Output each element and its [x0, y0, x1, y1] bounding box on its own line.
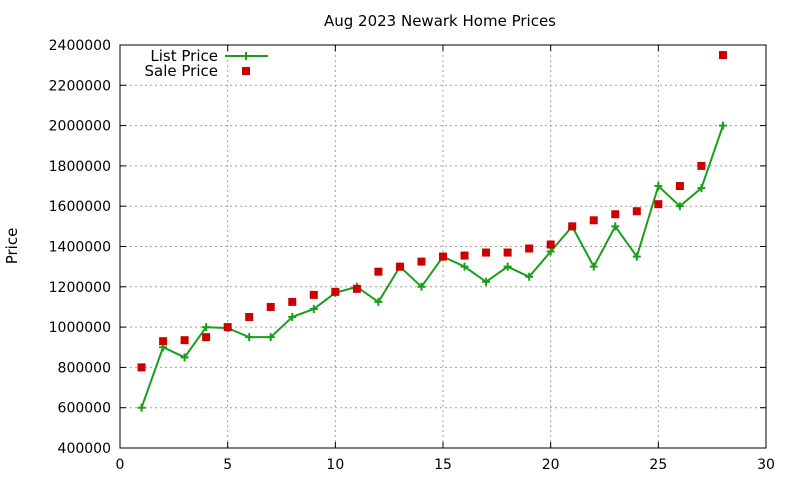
legend-marker-list-price [242, 52, 250, 60]
sale-price-point [460, 251, 469, 260]
sale-price-point [654, 200, 663, 209]
list-price-point [288, 313, 297, 322]
chart-title: Aug 2023 Newark Home Prices [324, 12, 556, 30]
sale-price-point [180, 336, 189, 345]
x-tick-label: 15 [434, 457, 452, 473]
list-price-point [654, 182, 663, 191]
sale-price-point [352, 284, 361, 293]
sale-price-point [159, 337, 168, 346]
x-tick-label: 0 [116, 457, 125, 473]
sale-price-point [417, 257, 426, 266]
y-tick-label: 1600000 [49, 199, 111, 215]
list-price-point [374, 297, 383, 306]
y-tick-label: 2200000 [49, 78, 111, 94]
list-price-point [482, 277, 491, 286]
sale-price-point [245, 313, 254, 322]
list-price-point [503, 262, 512, 271]
ticks: 0 5 10 15 20 25 30 400000 600000 800000 1000000 120… [49, 38, 775, 473]
series-layer [137, 51, 727, 412]
y-tick-label: 1400000 [49, 240, 111, 256]
legend-label-list-price: List Price [150, 47, 218, 65]
legend: List Price Sale Price [145, 47, 268, 80]
list-price-point [589, 262, 598, 271]
sale-price-point [202, 333, 211, 342]
list-price-point [632, 252, 641, 261]
x-tick-label: 5 [223, 457, 232, 473]
x-tick-label: 25 [649, 457, 667, 473]
list-price-point [460, 262, 469, 271]
sale-price-point [482, 248, 491, 257]
y-tick-label: 1800000 [49, 159, 111, 175]
list-price-point [245, 333, 254, 342]
sale-price-point [309, 290, 318, 299]
sale-price-point [568, 222, 577, 231]
y-tick-label: 600000 [58, 401, 111, 417]
list-price-point [546, 247, 555, 256]
list-price-point [611, 222, 620, 231]
y-tick-label: 2400000 [49, 38, 111, 54]
list-price-point [202, 323, 211, 332]
grid [120, 45, 766, 448]
sale-price-point [331, 287, 340, 296]
sale-price-point [374, 267, 383, 276]
list-price-point [137, 403, 146, 412]
x-tick-label: 30 [757, 457, 775, 473]
sale-price-point [137, 363, 146, 372]
x-tick-label: 10 [326, 457, 344, 473]
list-price-point [718, 121, 727, 130]
list-price-point [525, 272, 534, 281]
x-tick-label: 20 [542, 457, 560, 473]
sale-price-point [395, 262, 404, 271]
y-axis-label: Price [3, 228, 21, 265]
sale-price-point [611, 210, 620, 219]
sale-price-point [223, 323, 232, 332]
list-price-point [180, 353, 189, 362]
sale-price-point [632, 207, 641, 216]
sale-price-point [675, 182, 684, 191]
y-tick-label: 2000000 [49, 119, 111, 135]
sale-price-point [439, 252, 447, 261]
list-price-point [697, 184, 706, 193]
sale-price-point [697, 161, 706, 170]
y-tick-label: 1200000 [49, 280, 111, 296]
sale-price-point [718, 51, 727, 60]
list-price-point [266, 333, 275, 342]
sale-price-point [503, 248, 512, 257]
list-price-point [675, 202, 684, 211]
sale-price-point [288, 297, 297, 306]
legend-marker-sale-price [242, 67, 250, 75]
legend-label-sale-price: Sale Price [145, 62, 218, 80]
y-tick-label: 400000 [58, 441, 111, 457]
y-tick-label: 1000000 [49, 320, 111, 336]
series-line-list-price [140, 125, 724, 409]
sale-price-point [266, 302, 275, 311]
sale-price-point [589, 216, 598, 225]
list-price-point [417, 282, 426, 291]
sale-price-point [525, 244, 534, 253]
list-price-point [309, 304, 318, 313]
sale-price-point [546, 240, 555, 249]
y-tick-label: 800000 [58, 360, 111, 376]
